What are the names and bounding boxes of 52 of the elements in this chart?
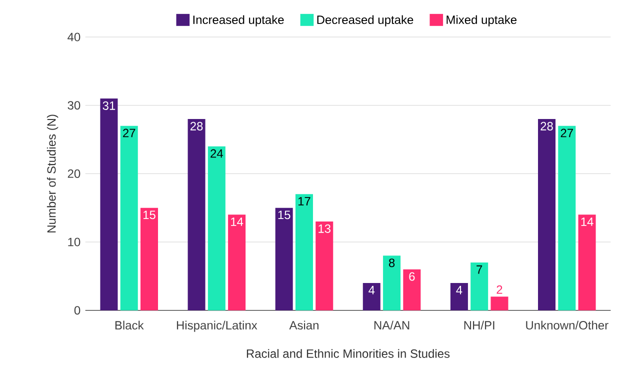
bar — [538, 119, 556, 310]
data-label: 27 — [123, 128, 136, 138]
bar — [295, 194, 313, 310]
bar — [362, 283, 380, 310]
data-label: 2 — [496, 285, 502, 294]
data-label: 31 — [102, 101, 116, 110]
bar — [490, 296, 508, 310]
y-tick-label: 0 — [74, 306, 80, 315]
x-tick-label: Unknown/Other — [526, 320, 608, 330]
data-label: 14 — [581, 218, 594, 226]
y-tick-label: 40 — [68, 32, 80, 42]
bar — [140, 208, 158, 310]
data-label: 6 — [409, 272, 415, 281]
legend-label: Increased uptake — [193, 15, 284, 26]
bar — [470, 262, 488, 310]
data-label: 8 — [388, 258, 395, 268]
data-label: 28 — [540, 122, 553, 130]
bar — [558, 126, 576, 310]
data-label: 4 — [456, 286, 462, 294]
data-label: 27 — [560, 128, 573, 138]
y-tick-label: 20 — [68, 169, 80, 178]
y-tick-label: 30 — [68, 101, 80, 110]
bar — [100, 98, 118, 310]
x-tick-label: Hispanic/Latinx — [176, 320, 258, 332]
bar — [578, 214, 596, 310]
bar — [208, 146, 226, 310]
x-axis-title: Racial and Ethnic Minorities in Studies — [246, 349, 450, 358]
data-label: 4 — [368, 286, 375, 294]
y-tick-label: 10 — [68, 238, 80, 246]
x-tick-label: Asian — [289, 320, 318, 330]
bar — [316, 222, 334, 310]
data-label: 7 — [476, 265, 482, 274]
data-label: 14 — [231, 218, 244, 226]
x-tick-label: Black — [115, 320, 144, 330]
bar — [228, 214, 246, 310]
data-label: 17 — [298, 197, 310, 206]
bar — [450, 283, 468, 310]
x-tick-label: NH/PI — [464, 320, 494, 330]
bar — [120, 126, 138, 310]
x-tick-label: NA/AN — [374, 320, 410, 330]
bar — [275, 208, 293, 310]
data-label: 15 — [278, 210, 290, 220]
legend-label: Mixed uptake — [446, 15, 517, 26]
data-label: 28 — [190, 122, 203, 130]
legend-label: Decreased uptake — [317, 15, 414, 26]
data-label: 13 — [318, 224, 331, 233]
y-axis-title: Number of Studies (N) — [46, 114, 58, 232]
data-label: 24 — [210, 149, 223, 158]
bar — [383, 256, 401, 310]
bar — [188, 119, 206, 310]
bar — [403, 269, 421, 310]
data-label: 15 — [144, 210, 156, 220]
